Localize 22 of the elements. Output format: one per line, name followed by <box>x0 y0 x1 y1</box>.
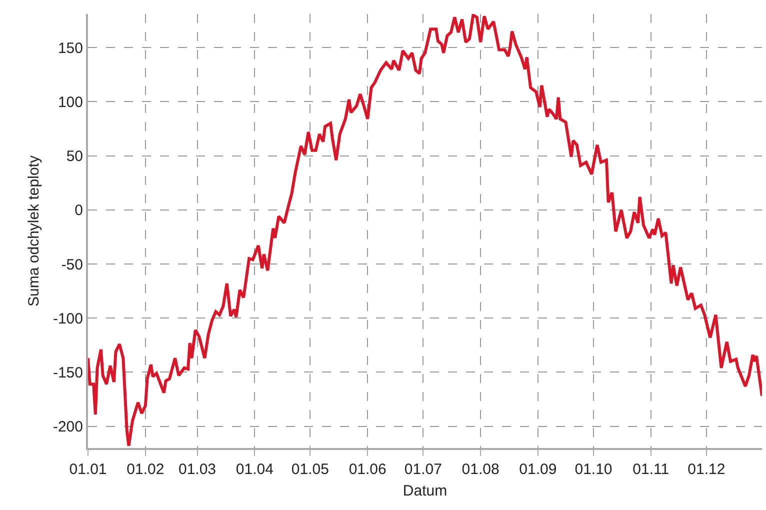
y-tick-label: -150 <box>52 364 83 382</box>
x-tick-label: 01.07 <box>404 461 442 478</box>
y-tick-label: 50 <box>66 148 83 166</box>
y-tick-label: -200 <box>52 418 83 436</box>
x-tick-label: 01.09 <box>519 461 557 478</box>
x-axis-title: Datum <box>402 482 448 500</box>
x-tick-label: 01.08 <box>462 461 500 478</box>
x-tick-label: 01.05 <box>291 461 329 478</box>
y-axis-title: Suma odchylek teploty <box>26 155 43 306</box>
y-tick-label: -100 <box>52 310 83 328</box>
y-tick-label: 150 <box>58 40 83 57</box>
y-tick-label: -50 <box>61 256 83 274</box>
y-tick-label: 100 <box>58 94 83 111</box>
y-tick-label: 0 <box>74 202 83 220</box>
x-tick-label: 01.02 <box>126 461 164 478</box>
x-tick-label: 01.12 <box>688 461 726 478</box>
x-tick-label: 01.11 <box>632 461 670 478</box>
x-tick-label: 01.03 <box>178 461 216 478</box>
x-tick-label: 01.01 <box>69 461 107 478</box>
x-tick-label: 01.04 <box>236 461 274 478</box>
x-tick-label: 01.10 <box>574 461 612 478</box>
x-tick-label: 01.06 <box>348 461 386 478</box>
